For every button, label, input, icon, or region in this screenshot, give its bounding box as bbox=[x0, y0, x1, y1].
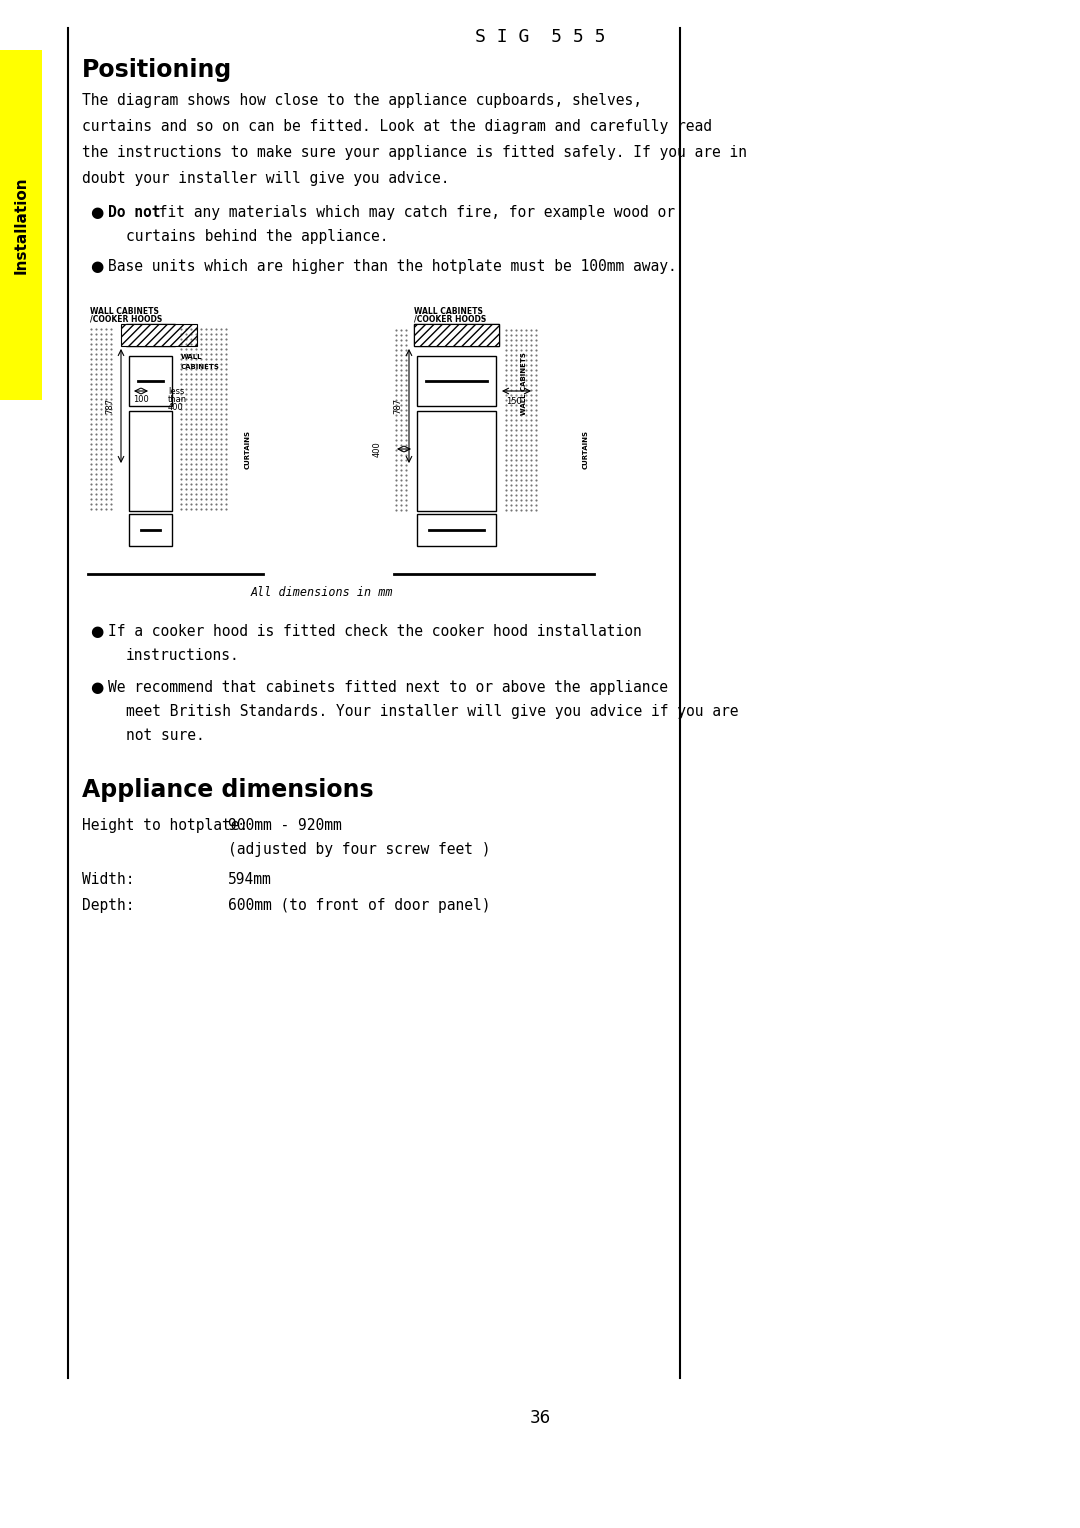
Text: 594mm: 594mm bbox=[228, 872, 272, 886]
Text: Installation: Installation bbox=[13, 176, 28, 274]
Circle shape bbox=[418, 332, 426, 339]
Text: 150: 150 bbox=[507, 397, 522, 406]
Bar bbox=[121, 324, 197, 345]
Text: 36: 36 bbox=[529, 1409, 551, 1427]
Text: 400: 400 bbox=[373, 442, 382, 457]
Text: WALL CABINETS: WALL CABINETS bbox=[90, 307, 159, 316]
Text: Depth:: Depth: bbox=[82, 898, 135, 914]
Text: All dimensions in mm: All dimensions in mm bbox=[251, 587, 393, 599]
Bar bbox=[414, 324, 499, 345]
Text: Positioning: Positioning bbox=[82, 58, 232, 83]
Circle shape bbox=[487, 332, 495, 339]
Text: ●: ● bbox=[90, 680, 104, 695]
Text: 787: 787 bbox=[105, 397, 114, 414]
Bar bbox=[417, 513, 496, 545]
Circle shape bbox=[473, 332, 482, 339]
Bar bbox=[417, 411, 496, 510]
Text: than: than bbox=[168, 396, 187, 403]
Bar bbox=[178, 324, 233, 512]
Text: doubt your installer will give you advice.: doubt your installer will give you advic… bbox=[82, 171, 449, 186]
Text: Height to hotplate:: Height to hotplate: bbox=[82, 817, 248, 833]
Text: Base units which are higher than the hotplate must be 100mm away.: Base units which are higher than the hot… bbox=[108, 260, 677, 274]
Text: Appliance dimensions: Appliance dimensions bbox=[82, 778, 374, 802]
Circle shape bbox=[140, 330, 150, 341]
Text: We recommend that cabinets fitted next to or above the appliance: We recommend that cabinets fitted next t… bbox=[108, 680, 669, 695]
Bar bbox=[129, 513, 172, 545]
Circle shape bbox=[432, 332, 440, 339]
Text: 400: 400 bbox=[168, 403, 184, 413]
Circle shape bbox=[129, 330, 139, 341]
Text: Width:: Width: bbox=[82, 872, 135, 886]
Text: The diagram shows how close to the appliance cupboards, shelves,: The diagram shows how close to the appli… bbox=[82, 93, 642, 108]
Text: CABINETS: CABINETS bbox=[181, 364, 220, 370]
Bar bbox=[126, 324, 175, 345]
Text: curtains and so on can be fitted. Look at the diagram and carefully read: curtains and so on can be fitted. Look a… bbox=[82, 119, 712, 134]
Text: ●: ● bbox=[90, 260, 104, 274]
Circle shape bbox=[459, 332, 468, 339]
Text: WALL CABINETS: WALL CABINETS bbox=[521, 353, 527, 416]
Bar bbox=[414, 324, 499, 345]
Text: 100: 100 bbox=[133, 396, 149, 403]
Text: WALL: WALL bbox=[181, 354, 203, 361]
Text: meet British Standards. Your installer will give you advice if you are: meet British Standards. Your installer w… bbox=[126, 704, 739, 720]
Text: /COOKER HOODS: /COOKER HOODS bbox=[90, 313, 162, 322]
Text: ●: ● bbox=[90, 623, 104, 639]
Text: S I G  5 5 5: S I G 5 5 5 bbox=[475, 28, 605, 46]
Text: /COOKER HOODS: /COOKER HOODS bbox=[414, 313, 486, 322]
Text: 900mm - 920mm: 900mm - 920mm bbox=[228, 817, 341, 833]
Text: CURTAINS: CURTAINS bbox=[245, 429, 251, 469]
Text: 787: 787 bbox=[393, 397, 402, 414]
Text: WALL CABINETS: WALL CABINETS bbox=[414, 307, 483, 316]
Bar bbox=[417, 356, 496, 406]
Circle shape bbox=[446, 332, 454, 339]
Bar bbox=[0, 50, 42, 400]
Bar bbox=[87, 324, 118, 512]
Text: (adjusted by four screw feet ): (adjusted by four screw feet ) bbox=[228, 842, 490, 857]
Bar bbox=[129, 411, 172, 510]
Circle shape bbox=[151, 330, 161, 341]
Text: curtains behind the appliance.: curtains behind the appliance. bbox=[126, 229, 389, 244]
Text: less: less bbox=[168, 387, 185, 396]
Text: CURTAINS: CURTAINS bbox=[583, 429, 589, 469]
Circle shape bbox=[162, 330, 172, 341]
Bar bbox=[129, 356, 172, 406]
Text: instructions.: instructions. bbox=[126, 648, 240, 663]
Text: the instructions to make sure your appliance is fitted safely. If you are in: the instructions to make sure your appli… bbox=[82, 145, 747, 160]
Text: not sure.: not sure. bbox=[126, 727, 205, 743]
Text: ●: ● bbox=[90, 205, 104, 220]
Text: fit any materials which may catch fire, for example wood or: fit any materials which may catch fire, … bbox=[150, 205, 675, 220]
Text: 600mm (to front of door panel): 600mm (to front of door panel) bbox=[228, 898, 490, 914]
Text: Do not: Do not bbox=[108, 205, 161, 220]
Text: If a cooker hood is fitted check the cooker hood installation: If a cooker hood is fitted check the coo… bbox=[108, 623, 642, 639]
